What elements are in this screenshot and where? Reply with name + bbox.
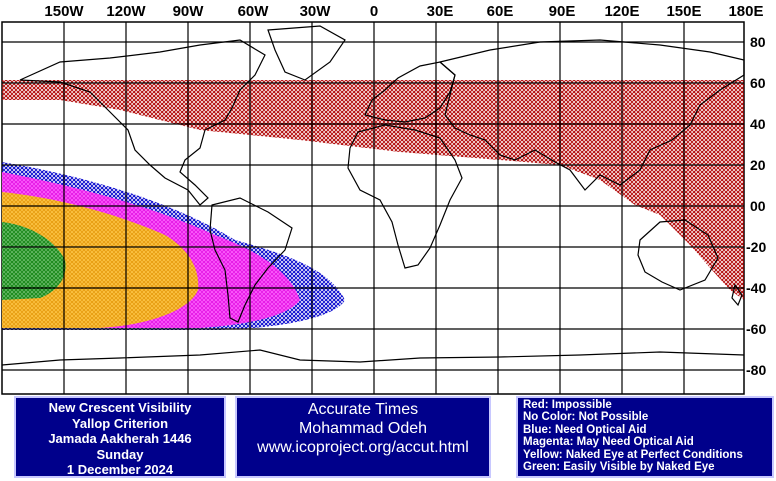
lon-label: 30E: [427, 3, 454, 20]
longitude-labels: 150W 120W 90W 60W 30W 0 30E 60E 90E 120E…: [44, 3, 763, 20]
lat-label: 80: [750, 34, 766, 50]
credits-url[interactable]: www.icoproject.org/accut.html: [257, 439, 469, 456]
lon-label: 150E: [666, 3, 701, 20]
info-box-visibility: New Crescent Visibility Yallop Criterion…: [14, 396, 226, 478]
info-date: 1 December 2024: [66, 462, 174, 477]
lat-label: -20: [746, 239, 766, 255]
lon-label: 90W: [173, 3, 205, 20]
antarctica: [1, 349, 745, 366]
legend-none: No Color: Not Possible: [523, 411, 649, 424]
lat-label: 60: [750, 75, 766, 91]
legend-red: Red: Impossible: [523, 399, 612, 411]
lon-label: 60E: [487, 3, 514, 20]
lon-label: 60W: [238, 3, 270, 20]
legend-box: Red: Impossible No Color: Not Possible B…: [516, 396, 774, 478]
legend-blue: Blue: Need Optical Aid: [523, 423, 647, 436]
lon-label: 0: [370, 3, 378, 20]
lon-label: 120W: [106, 3, 146, 20]
info-box-credits: Accurate Times Mohammad Odeh www.icoproj…: [235, 396, 491, 478]
legend-green: Green: Easily Visible by Naked Eye: [523, 461, 715, 474]
legend-yellow: Yellow: Naked Eye at Perfect Conditions: [523, 448, 743, 461]
asia: [438, 39, 745, 191]
info-criterion: Yallop Criterion: [71, 415, 169, 431]
lat-label: 20: [750, 157, 766, 173]
lat-label: 40: [750, 116, 766, 132]
credits-author: Mohammad Odeh: [298, 420, 428, 437]
lon-label: 180E: [728, 3, 763, 20]
south-america: [209, 197, 293, 323]
world-map: 150W 120W 90W 60W 30W 0 30E 60E 90E 120E…: [1, 3, 766, 395]
lat-label: -60: [746, 321, 766, 337]
zone-yellow: [2, 192, 199, 328]
graticule: [2, 22, 744, 394]
lon-label: 30W: [300, 3, 332, 20]
africa: [347, 124, 463, 269]
greenland: [267, 25, 346, 81]
info-month: Jamada Aakherah 1446: [48, 431, 192, 446]
north-america: [19, 39, 266, 206]
lat-label: -80: [746, 362, 766, 378]
info-title: New Crescent Visibility: [48, 400, 192, 415]
lat-label: -40: [746, 280, 766, 296]
lon-label: 90E: [549, 3, 576, 20]
legend-magenta: Magenta: May Need Optical Aid: [523, 436, 694, 449]
lon-label: 120E: [604, 3, 639, 20]
zone-green: [2, 222, 66, 300]
new-zealand: [731, 283, 743, 307]
zone-red-impossible: [2, 80, 744, 300]
australia: [637, 219, 719, 291]
latitude-labels: 80 60 40 20 00 -20 -40 -60 -80: [746, 34, 766, 378]
lon-label: 150W: [44, 3, 84, 20]
lat-label: 00: [750, 198, 766, 214]
credits-program: Accurate Times: [307, 401, 419, 418]
continents: [1, 25, 745, 366]
info-weekday: Sunday: [96, 446, 144, 462]
